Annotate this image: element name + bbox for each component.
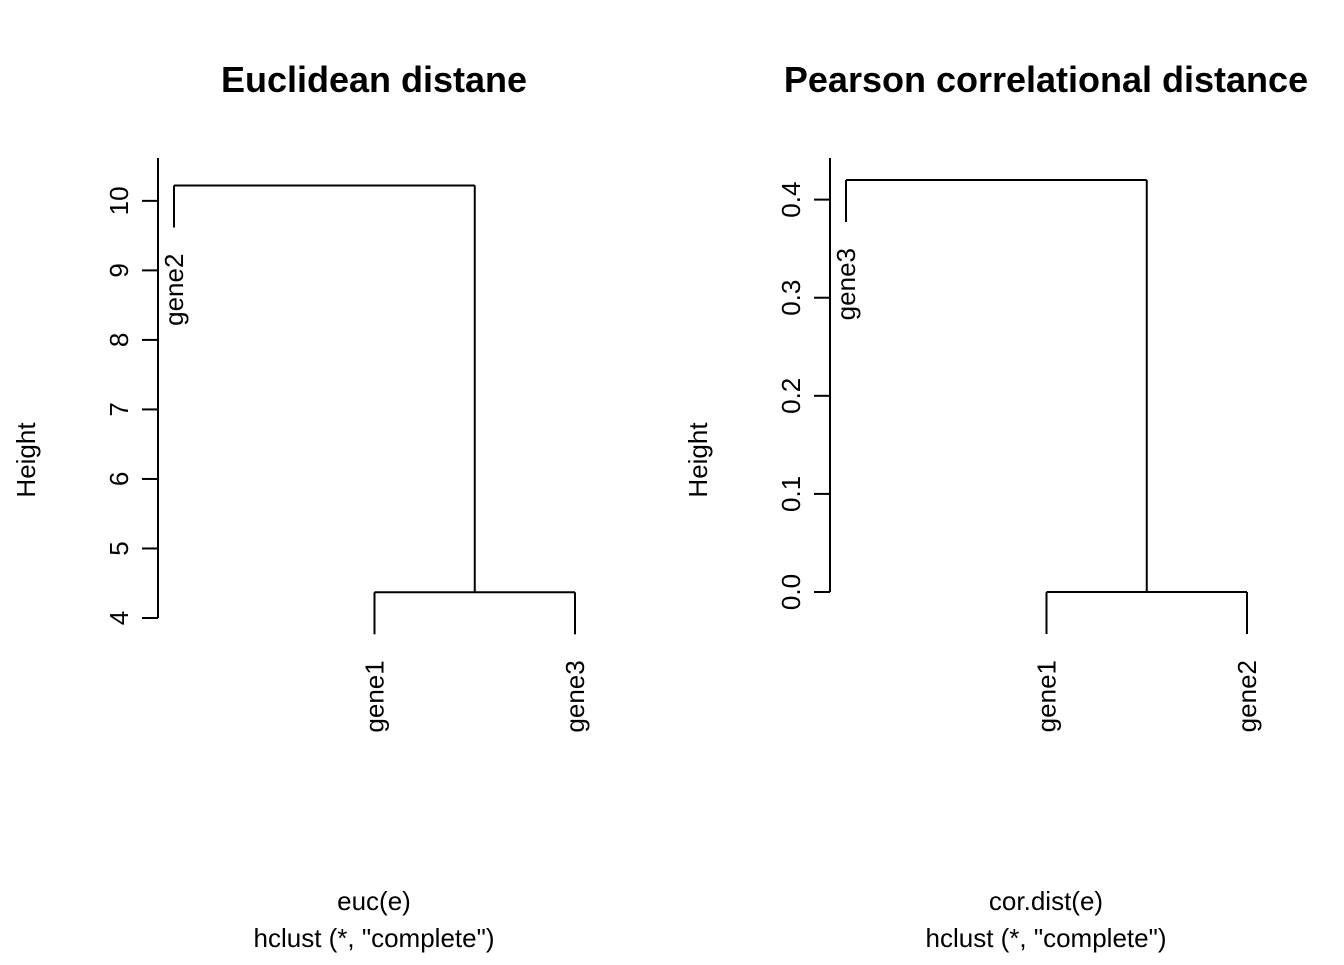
y-tick-label: 0.3 [776,280,806,316]
x-axis-label: cor.dist(e) [989,886,1103,916]
leaf-label-gene1: gene1 [360,660,390,732]
y-tick-label: 8 [104,333,134,347]
y-axis-label: Height [683,422,713,498]
y-tick-label: 0.0 [776,574,806,610]
leaf-label-gene2: gene2 [159,254,189,326]
y-tick-label: 4 [104,611,134,625]
leaf-label-gene2: gene2 [1232,660,1262,732]
x-axis-label: euc(e) [337,886,411,916]
chart-subtitle: hclust (*, "complete") [926,923,1167,953]
y-tick-label: 9 [104,263,134,277]
y-axis-label: Height [11,422,41,498]
y-tick-label: 0.4 [776,182,806,218]
chart-title: Euclidean distane [221,59,527,100]
y-tick-label: 6 [104,472,134,486]
y-tick-label: 0.1 [776,476,806,512]
y-tick-label: 0.2 [776,378,806,414]
chart-subtitle: hclust (*, "complete") [254,923,495,953]
y-tick-label: 5 [104,541,134,555]
leaf-label-gene1: gene1 [1032,660,1062,732]
leaf-label-gene3: gene3 [560,660,590,732]
y-tick-label: 7 [104,402,134,416]
chart-title: Pearson correlational distance [784,59,1308,100]
leaf-label-gene3: gene3 [831,248,861,320]
y-tick-label: 10 [104,186,134,215]
